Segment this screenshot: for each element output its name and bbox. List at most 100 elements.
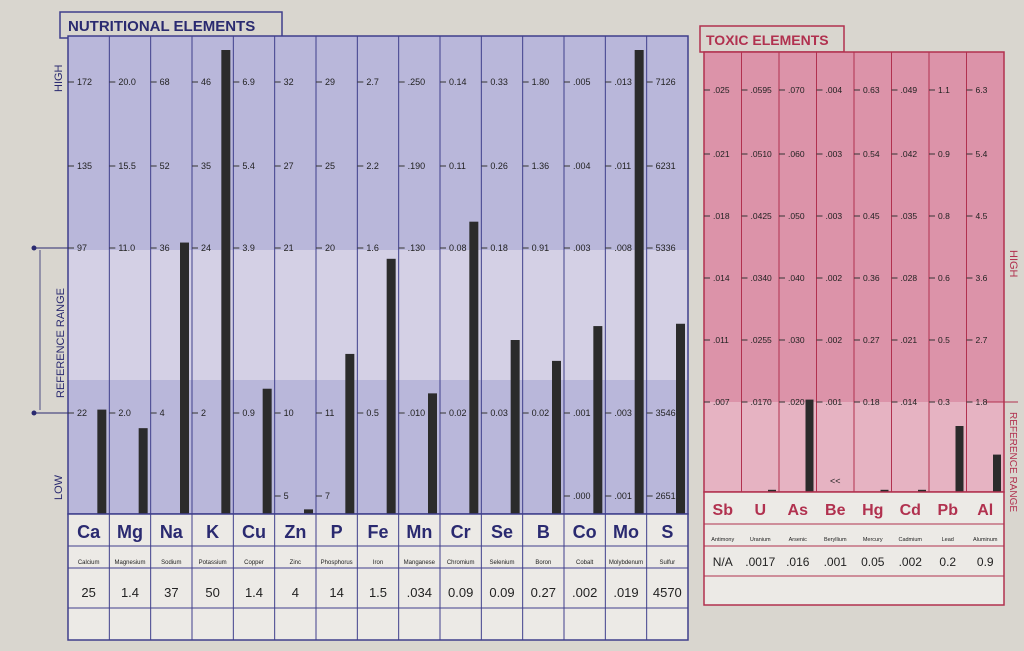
bar-zn	[304, 509, 313, 514]
tick-label: 0.36	[863, 273, 880, 283]
tick-label: .060	[788, 149, 805, 159]
tick-label: .030	[788, 335, 805, 345]
element-name: Cobalt	[576, 560, 594, 566]
element-value: 14	[329, 585, 343, 600]
tick-label: 1.6	[366, 243, 379, 253]
tick-label: 7126	[656, 77, 676, 87]
element-name: Molybdenum	[609, 560, 643, 566]
tick-label: .011	[713, 335, 729, 345]
toxic-table: Sb Antimony N/A U Uranium .0017 As Arsenic .016 B…	[703, 491, 1005, 606]
tick-label: 36	[160, 243, 170, 253]
tick-label: .005	[573, 77, 591, 87]
element-symbol: Pb	[938, 502, 959, 519]
element-name: Potassium	[199, 560, 227, 566]
element-value: 1.5	[369, 585, 387, 600]
tick-label: 0.3	[938, 397, 950, 407]
element-value: 0.05	[861, 555, 885, 569]
toxic-range-label: REFERENCE RANGE	[1007, 412, 1018, 512]
tick-label: 0.33	[490, 77, 508, 87]
tick-label: 1.1	[938, 85, 950, 95]
element-symbol: B	[537, 522, 550, 542]
bar-mo	[634, 50, 644, 514]
tick-label: 3.6	[976, 273, 988, 283]
toxic-high-label: HIGH	[1007, 250, 1019, 278]
bar-mn	[428, 393, 437, 514]
tick-label: .0255	[751, 335, 773, 345]
element-name: Calcium	[78, 560, 100, 566]
element-symbol: Zn	[284, 522, 306, 542]
element-name: Arsenic	[789, 537, 808, 543]
tick-label: 21	[284, 243, 294, 253]
tick-label: 10	[284, 408, 294, 418]
tick-label: 0.02	[532, 408, 550, 418]
tick-label: 5336	[656, 243, 676, 253]
element-value: 1.4	[245, 585, 263, 600]
element-symbol: Mo	[613, 522, 639, 542]
nutritional-table: Ca Calcium 25 Mg Magnesium 1.4 Na Sodium 37 K Pota…	[67, 513, 689, 641]
bar-cu	[262, 388, 272, 514]
element-symbol: Cr	[451, 522, 471, 542]
element-symbol: Se	[491, 522, 513, 542]
toxic-title-tab	[699, 25, 845, 53]
tick-label: .003	[826, 211, 843, 221]
tick-label: .021	[713, 149, 730, 159]
tick-label: 0.27	[863, 335, 880, 345]
element-symbol: Ca	[77, 522, 101, 542]
element-symbol: S	[661, 522, 673, 542]
tick-label: 0.03	[490, 408, 508, 418]
bar-al	[993, 454, 1001, 492]
element-name: Chromium	[447, 560, 475, 566]
tick-label: .0340	[751, 273, 773, 283]
low-label: LOW	[53, 474, 65, 500]
element-symbol: As	[788, 502, 809, 519]
element-name: Phosphorus	[321, 560, 353, 566]
tick-label: 5.4	[976, 149, 988, 159]
element-symbol: Be	[825, 502, 846, 519]
tick-label: 27	[284, 161, 294, 171]
tick-label: .002	[826, 273, 843, 283]
tick-label: 20.0	[118, 77, 136, 87]
element-value: 0.09	[489, 585, 514, 600]
element-symbol: U	[754, 502, 766, 519]
tick-label: 22	[77, 408, 87, 418]
bar-cr	[469, 221, 479, 514]
bar-fe	[386, 258, 396, 514]
tick-label: .004	[573, 161, 591, 171]
toxic-column-sb: .025 .021 .018 .014 .011 .007	[704, 85, 730, 407]
element-value: 50	[205, 585, 219, 600]
bar-hg	[880, 489, 889, 492]
tick-label: 25	[325, 161, 335, 171]
element-value: 25	[81, 585, 95, 600]
tick-label: 0.11	[449, 161, 466, 171]
tick-label: .003	[614, 408, 632, 418]
tick-label: 6231	[656, 161, 676, 171]
element-value: N/A	[713, 555, 733, 569]
reference-range-label: REFERENCE RANGE	[55, 288, 67, 398]
element-symbol: Co	[573, 522, 597, 542]
element-symbol: Cd	[900, 502, 921, 519]
element-value: 0.09	[448, 585, 473, 600]
tick-label: 46	[201, 77, 211, 87]
bar-b	[552, 360, 561, 514]
element-value: 4	[292, 585, 299, 600]
element-name: Iron	[373, 560, 383, 566]
tick-label: 35	[201, 161, 211, 171]
element-name: Zinc	[290, 560, 301, 566]
bar-pb	[955, 426, 964, 492]
element-name: Sulfur	[659, 560, 675, 566]
element-value: 1.4	[121, 585, 139, 600]
element-symbol: Na	[160, 522, 184, 542]
tick-label: .013	[614, 77, 632, 87]
tick-label: 0.02	[449, 408, 467, 418]
nutritional-title: NUTRITIONAL ELEMENTS	[68, 18, 255, 35]
element-symbol: Fe	[367, 522, 388, 542]
tick-label: 7	[325, 491, 330, 501]
bar-cd	[918, 489, 926, 492]
bar-k	[221, 50, 231, 514]
bar-co	[593, 326, 603, 514]
nutritional-panel: NUTRITIONAL ELEMENTS HIGH LOW REFERENCE RAN…	[31, 11, 689, 641]
element-value: .002	[572, 585, 597, 600]
tick-label: 0.5	[366, 408, 379, 418]
element-symbol: P	[331, 522, 343, 542]
tick-label: 1.8	[976, 397, 988, 407]
